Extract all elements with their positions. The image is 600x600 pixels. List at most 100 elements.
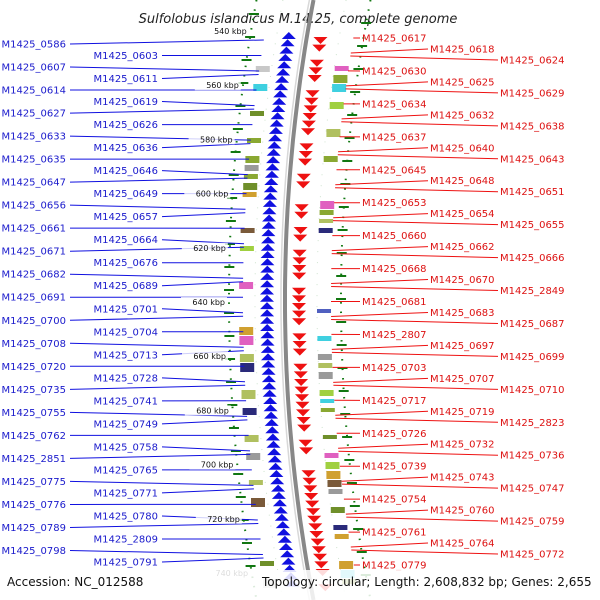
reverse-gene-arrow bbox=[310, 538, 325, 546]
annotation-tile bbox=[334, 66, 349, 71]
gene-label-left: M1425_0647 bbox=[1, 178, 66, 189]
forward-gene-arrow bbox=[263, 185, 278, 193]
gene-label-right: M1425_0632 bbox=[430, 110, 495, 121]
kbp-mark-backdrop bbox=[189, 459, 236, 470]
reverse-gene-arrow bbox=[302, 477, 317, 485]
gene-label-left: M1425_0664 bbox=[93, 235, 158, 246]
reverse-gene-arrow bbox=[294, 386, 309, 394]
reverse-gene-arrow bbox=[293, 363, 308, 371]
forward-gene-arrow bbox=[273, 506, 288, 514]
gene-label-right: M1425_0660 bbox=[362, 231, 427, 242]
gene-label-right: M1425_0681 bbox=[362, 297, 427, 308]
label-leader-line bbox=[69, 480, 254, 486]
annotation-tile bbox=[318, 363, 333, 368]
forward-gene-arrow bbox=[269, 470, 284, 477]
label-leader-line bbox=[69, 273, 244, 279]
kbp-mark-backdrop bbox=[194, 80, 241, 91]
reverse-gene-arrow bbox=[305, 500, 320, 508]
gene-label-right: M1425_0662 bbox=[430, 242, 495, 253]
forward-gene-arrow bbox=[266, 156, 281, 164]
reverse-gene-arrow bbox=[309, 531, 324, 538]
annotation-tile bbox=[339, 561, 354, 569]
gene-label-right: M1425_2849 bbox=[500, 286, 565, 297]
label-leader-line bbox=[345, 81, 429, 87]
forward-gene-arrow bbox=[260, 324, 275, 331]
forward-gene-arrow bbox=[279, 46, 294, 54]
annotation-tile bbox=[241, 390, 256, 399]
gene-label-right: M1425_2807 bbox=[362, 330, 427, 341]
annotation-tile bbox=[251, 498, 265, 507]
kbp-mark: 580 kbp bbox=[200, 135, 233, 144]
feature-layer bbox=[239, 32, 357, 592]
reverse-gene-arrow bbox=[302, 113, 317, 120]
gene-label-right: M1425_0726 bbox=[362, 429, 427, 440]
annotation-tile bbox=[333, 525, 348, 530]
forward-gene-arrow bbox=[267, 448, 282, 456]
gene-label-left: M1425_2851 bbox=[1, 454, 66, 465]
label-leader-line bbox=[161, 101, 255, 107]
forward-gene-arrow bbox=[280, 550, 295, 558]
forward-gene-arrow bbox=[260, 280, 275, 288]
forward-gene-arrow bbox=[274, 513, 289, 521]
forward-gene-arrow bbox=[277, 61, 292, 69]
reverse-gene-arrow bbox=[292, 341, 307, 348]
annotation-tile bbox=[317, 336, 332, 341]
gene-label-left: M1425_0689 bbox=[93, 281, 158, 292]
reverse-gene-arrow bbox=[292, 257, 307, 265]
forward-gene-arrow bbox=[268, 462, 283, 470]
reverse-gene-arrow bbox=[292, 287, 306, 295]
forward-gene-arrow bbox=[271, 484, 286, 492]
gene-label-left: M1425_0671 bbox=[1, 247, 66, 258]
forward-gene-arrow bbox=[264, 411, 279, 419]
gene-label-right: M1425_0630 bbox=[362, 66, 427, 77]
reverse-gene-arrow bbox=[292, 272, 307, 280]
gene-label-left: M1425_0691 bbox=[1, 293, 66, 304]
gene-label-right: M1425_0739 bbox=[362, 462, 427, 473]
accession-text: Accession: NC_012588 bbox=[7, 575, 143, 589]
reverse-gene-arrow bbox=[303, 105, 318, 113]
label-leader-line bbox=[333, 384, 499, 390]
label-leader-line bbox=[161, 446, 251, 452]
gene-label-right: M1425_0707 bbox=[430, 374, 495, 385]
gene-label-left: M1425_0626 bbox=[93, 120, 158, 131]
label-leader-line bbox=[331, 319, 499, 324]
gene-label-left: M1425_0704 bbox=[93, 327, 158, 338]
forward-gene-arrow bbox=[276, 68, 291, 76]
label-leader-line bbox=[331, 279, 429, 284]
annotation-tile bbox=[319, 219, 334, 223]
label-leader-line bbox=[341, 476, 429, 482]
gene-label-right: M1425_0643 bbox=[500, 154, 565, 165]
forward-gene-arrow bbox=[263, 397, 278, 404]
kbp-mark: 560 kbp bbox=[206, 81, 239, 90]
annotation-tile bbox=[242, 408, 257, 415]
annotation-tile bbox=[327, 480, 342, 487]
reverse-gene-arrow bbox=[295, 394, 309, 402]
label-leader-line bbox=[69, 177, 248, 183]
reverse-gene-arrow bbox=[301, 120, 316, 128]
forward-gene-arrow bbox=[260, 265, 275, 273]
reverse-gene-arrow bbox=[301, 470, 316, 478]
label-leader-line bbox=[331, 246, 429, 252]
kbp-mark-backdrop bbox=[195, 513, 242, 524]
label-leader-line bbox=[69, 342, 244, 348]
gene-label-left: M1425_0649 bbox=[93, 189, 158, 200]
kbp-mark-backdrop bbox=[188, 134, 235, 145]
forward-gene-arrow bbox=[275, 521, 290, 529]
reverse-gene-arrow bbox=[313, 553, 327, 561]
forward-gene-arrow bbox=[266, 440, 281, 448]
annotation-tile bbox=[322, 435, 337, 439]
forward-gene-arrow bbox=[265, 426, 280, 434]
kbp-mark-backdrop bbox=[181, 242, 228, 253]
kbp-marks: 540 kbp 560 kbp 580 kbp 600 kbp 620 kbp 640 k… bbox=[181, 26, 251, 578]
reverse-gene-arrow bbox=[296, 181, 311, 189]
reverse-gene-arrow bbox=[292, 249, 307, 257]
gene-label-left: M1425_0758 bbox=[93, 442, 158, 453]
gene-label-left: M1425_0798 bbox=[1, 546, 66, 557]
annotation-tile bbox=[240, 363, 255, 372]
label-leader-line bbox=[69, 315, 244, 321]
gene-label-right: M1425_0648 bbox=[430, 176, 495, 187]
map-title: Sulfolobus islandicus M.14.25, complete … bbox=[139, 12, 458, 27]
gene-label-right: M1425_0629 bbox=[500, 88, 565, 99]
gene-label-right: M1425_0618 bbox=[430, 45, 495, 56]
